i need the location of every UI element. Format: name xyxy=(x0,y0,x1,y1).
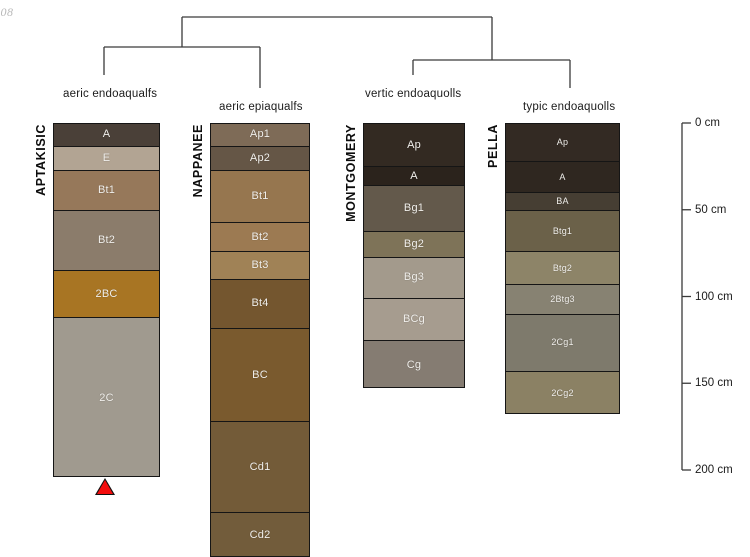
horizon-nappanee-ap2[interactable]: Ap2 xyxy=(211,146,309,171)
soil-profile-figure: -08 aeric endoaqualfs aeric epiaqualfs ver… xyxy=(0,5,750,557)
horizon-label: Bt2 xyxy=(97,234,116,247)
profile-stack-pella: Ap A BA Btg1 Btg2 2Btg3 2Cg1 2Cg2 xyxy=(505,123,620,415)
horizon-nappanee-cd1[interactable]: Cd1 xyxy=(211,422,309,513)
horizon-label: A xyxy=(410,169,418,182)
horizon-label: Bt4 xyxy=(251,297,269,310)
horizon-label: Bg2 xyxy=(403,237,425,250)
horizon-label: 2Cg1 xyxy=(551,337,574,348)
horizon-label: E xyxy=(102,151,111,164)
horizon-pella-ap[interactable]: Ap xyxy=(506,124,619,163)
profile-stack-aptakisic: A E Bt1 Bt2 2BC 2C xyxy=(53,123,160,477)
horizon-label: Btg2 xyxy=(552,262,573,273)
horizon-pella-2btg3[interactable]: 2Btg3 xyxy=(506,285,619,315)
profile-stack-nappanee: Ap1 Ap2 Bt1 Bt2 Bt3 Bt4 BC Cd1 Cd2 xyxy=(210,123,310,557)
horizon-label: 2C xyxy=(99,391,114,404)
horizon-label: Bt1 xyxy=(97,183,116,196)
horizon-label: Bg1 xyxy=(403,202,425,214)
horizon-montgomery-bg3[interactable]: Bg3 xyxy=(364,257,464,300)
series-name-pella: PELLA xyxy=(486,124,500,168)
depth-tick-label-150: 150 cm xyxy=(695,377,733,390)
horizon-label: 2Cg2 xyxy=(551,388,574,399)
horizon-label: 2BC xyxy=(95,287,118,300)
horizon-nappanee-bc[interactable]: BC xyxy=(211,328,309,423)
horizon-label: A xyxy=(559,171,566,182)
horizon-montgomery-bg2[interactable]: Bg2 xyxy=(364,231,464,258)
horizon-aptakisic-a[interactable]: A xyxy=(54,124,159,147)
horizon-label: Bt1 xyxy=(251,189,269,202)
series-name-nappanee: NAPPANEE xyxy=(191,124,205,198)
horizon-montgomery-bcg[interactable]: BCg xyxy=(364,299,464,341)
horizon-label: Ap1 xyxy=(249,128,271,141)
horizon-nappanee-bt2[interactable]: Bt2 xyxy=(211,222,309,253)
horizon-label: Cd1 xyxy=(249,460,271,473)
depth-tick-label-0: 0 cm xyxy=(695,117,720,129)
profile-stack-montgomery: Ap A Bg1 Bg2 Bg3 BCg Cg xyxy=(363,123,465,389)
horizon-pella-a[interactable]: A xyxy=(506,162,619,194)
horizon-label: Ap2 xyxy=(249,151,271,164)
horizon-aptakisic-2bc[interactable]: 2BC xyxy=(54,271,159,319)
figure-corner-code: -08 xyxy=(0,5,14,19)
horizon-montgomery-a[interactable]: A xyxy=(364,167,464,187)
horizon-nappanee-ap1[interactable]: Ap1 xyxy=(211,124,309,147)
horizon-montgomery-ap[interactable]: Ap xyxy=(364,124,464,168)
horizon-label: Bg3 xyxy=(403,271,425,284)
horizon-aptakisic-2c[interactable]: 2C xyxy=(54,318,159,476)
horizon-label: 2Btg3 xyxy=(550,294,575,305)
horizon-pella-btg1[interactable]: Btg1 xyxy=(506,210,619,253)
series-name-montgomery: MONTGOMERY xyxy=(344,124,358,222)
depth-tick-label-50: 50 cm xyxy=(695,203,727,216)
horizon-label: Cg xyxy=(406,358,422,371)
horizon-label: Bt3 xyxy=(251,259,269,272)
dendro-leaf-aeric-endoaqualfs: aeric endoaqualfs xyxy=(63,88,158,100)
dendro-leaf-vertic-endoaquolls: vertic endoaquolls xyxy=(365,88,462,100)
horizon-pella-ba[interactable]: BA xyxy=(506,193,619,211)
horizon-pella-2cg1[interactable]: 2Cg1 xyxy=(506,314,619,373)
horizon-label: Btg1 xyxy=(552,225,573,236)
soil-profile-montgomery: MONTGOMERY Ap A Bg1 Bg2 Bg3 BCg Cg xyxy=(344,123,465,389)
horizon-label: Cd2 xyxy=(249,528,271,541)
depth-tick-label-100: 100 cm xyxy=(695,290,733,303)
dendro-leaf-aeric-epiaqualfs: aeric epiaqualfs xyxy=(219,101,303,113)
depth-scale: 0 cm 50 cm 100 cm 150 cm 200 cm xyxy=(670,100,750,500)
horizon-nappanee-bt1[interactable]: Bt1 xyxy=(211,170,309,223)
horizon-label: BA xyxy=(556,196,569,207)
soil-profile-pella: PELLA Ap A BA Btg1 Btg2 2Btg3 2Cg1 2Cg2 xyxy=(486,123,620,415)
taxonomy-dendrogram xyxy=(103,16,571,88)
series-name-aptakisic: APTAKISIC xyxy=(34,124,48,196)
horizon-label: BC xyxy=(252,368,268,381)
horizon-pella-2cg2[interactable]: 2Cg2 xyxy=(506,372,619,414)
horizon-aptakisic-e[interactable]: E xyxy=(54,146,159,171)
horizon-label: BCg xyxy=(403,313,425,326)
horizon-nappanee-bt3[interactable]: Bt3 xyxy=(211,252,309,281)
depth-tick-label-200: 200 cm xyxy=(695,464,733,476)
horizon-montgomery-bg1[interactable]: Bg1 xyxy=(364,186,464,232)
horizon-nappanee-bt4[interactable]: Bt4 xyxy=(211,280,309,329)
horizon-nappanee-cd2[interactable]: Cd2 xyxy=(211,512,309,556)
horizon-label: Ap xyxy=(556,137,569,148)
horizon-aptakisic-bt1[interactable]: Bt1 xyxy=(54,170,159,211)
horizon-label: Ap xyxy=(407,138,421,151)
horizon-label: A xyxy=(102,128,111,141)
depth-axis-line xyxy=(681,122,691,471)
horizon-pella-btg2[interactable]: Btg2 xyxy=(506,252,619,286)
triangle-outline xyxy=(95,477,115,495)
dendro-leaf-typic-endoaquolls: typic endoaquolls xyxy=(523,101,616,113)
horizon-label: Bt2 xyxy=(251,230,269,243)
horizon-aptakisic-bt2[interactable]: Bt2 xyxy=(54,210,159,272)
horizon-montgomery-cg[interactable]: Cg xyxy=(364,340,464,388)
triangle-fill xyxy=(97,479,113,494)
